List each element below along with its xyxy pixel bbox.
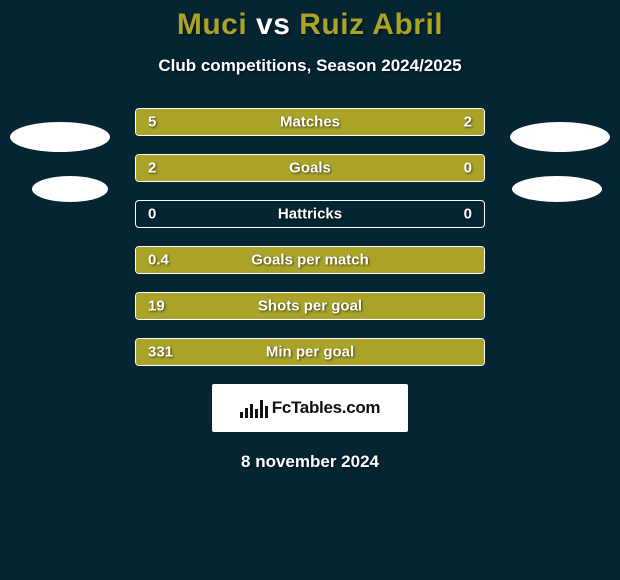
stat-value-right: 0: [464, 206, 472, 223]
date-label: 8 november 2024: [0, 452, 620, 472]
player2-club-badge: [510, 122, 610, 152]
vs-separator: vs: [256, 8, 290, 41]
player1-nation-badge: [32, 176, 108, 202]
bar-left: [136, 109, 383, 135]
stat-label: Goals: [289, 160, 331, 177]
stat-row: 19 Shots per goal: [135, 292, 485, 320]
stat-row: 0 0 Hattricks: [135, 200, 485, 228]
bar-left: [136, 155, 397, 181]
stat-row: 0.4 Goals per match: [135, 246, 485, 274]
stat-label: Min per goal: [266, 344, 354, 361]
player1-name: Muci: [177, 8, 247, 41]
stat-value-left: 0: [148, 206, 156, 223]
logo-text: FcTables.com: [272, 398, 381, 418]
stat-value-left: 19: [148, 298, 165, 315]
page-title: Muci vs Ruiz Abril: [0, 8, 620, 42]
stat-value-left: 5: [148, 114, 156, 131]
stat-row: 5 2 Matches: [135, 108, 485, 136]
player1-club-badge: [10, 122, 110, 152]
stat-value-right: 0: [464, 160, 472, 177]
stat-label: Goals per match: [251, 252, 369, 269]
stats-comparison-card: Muci vs Ruiz Abril Club competitions, Se…: [0, 0, 620, 580]
logo-inner: FcTables.com: [240, 398, 381, 418]
subtitle: Club competitions, Season 2024/2025: [0, 56, 620, 76]
player2-nation-badge: [512, 176, 602, 202]
stat-label: Hattricks: [278, 206, 342, 223]
stat-row: 2 0 Goals: [135, 154, 485, 182]
fctables-logo: FcTables.com: [212, 384, 408, 432]
stat-value-right: 2: [464, 114, 472, 131]
stat-value-left: 331: [148, 344, 173, 361]
logo-bars-icon: [240, 398, 268, 418]
stat-rows: 5 2 Matches 2 0 Goals 0 0 Hattricks 0.4 Goals per …: [135, 108, 485, 366]
stat-label: Shots per goal: [258, 298, 362, 315]
stat-value-left: 2: [148, 160, 156, 177]
stat-label: Matches: [280, 114, 340, 131]
stat-value-left: 0.4: [148, 252, 169, 269]
player2-name: Ruiz Abril: [299, 8, 443, 41]
stat-row: 331 Min per goal: [135, 338, 485, 366]
